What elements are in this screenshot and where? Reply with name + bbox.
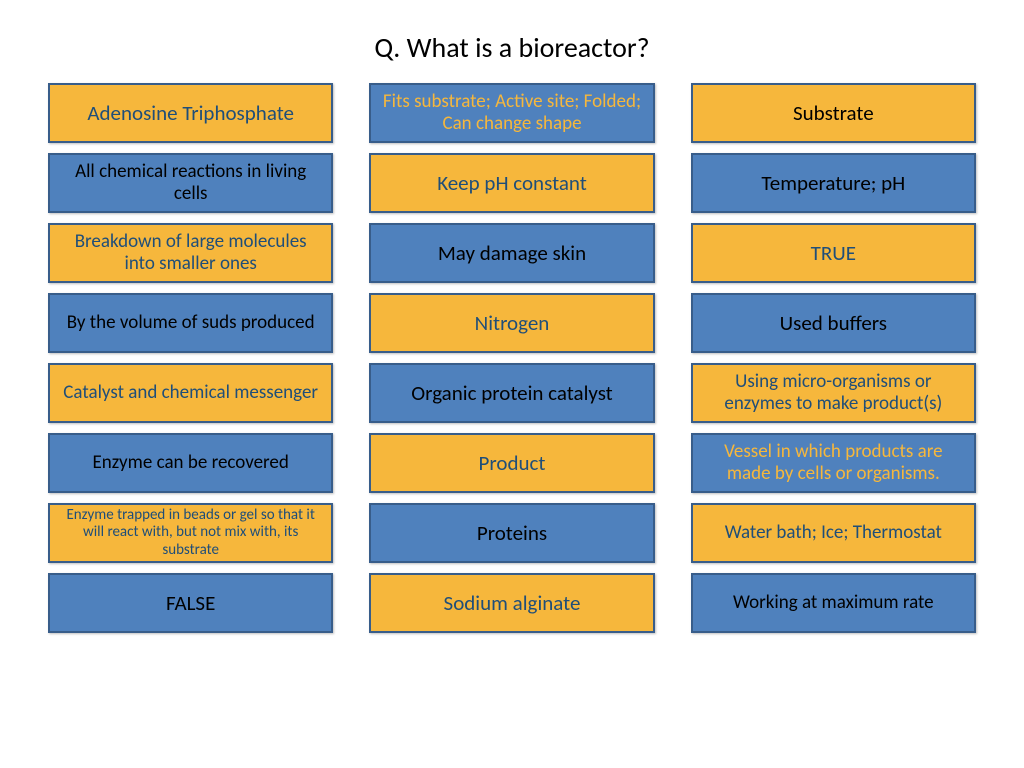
answer-tile[interactable]: Adenosine Triphosphate	[48, 83, 333, 143]
answer-tile[interactable]: By the volume of suds produced	[48, 293, 333, 353]
column-2: Fits substrate; Active site; Folded; Can…	[369, 83, 654, 633]
answer-tile-label: TRUE	[811, 241, 856, 265]
column-1: Adenosine Triphosphate All chemical react…	[48, 83, 333, 633]
answer-tile[interactable]: Product	[369, 433, 654, 493]
answer-tile-label: Catalyst and chemical messenger	[63, 382, 318, 404]
answer-tile[interactable]: Proteins	[369, 503, 654, 563]
answer-tile[interactable]: Vessel in which products are made by cel…	[691, 433, 976, 493]
answer-tile-label: Nitrogen	[475, 311, 550, 335]
answer-tile-label: Vessel in which products are made by cel…	[701, 441, 966, 485]
answer-tile[interactable]: Fits substrate; Active site; Folded; Can…	[369, 83, 654, 143]
answer-tile-label: Adenosine Triphosphate	[87, 101, 294, 125]
answer-tile[interactable]: Temperature; pH	[691, 153, 976, 213]
answer-tile[interactable]: All chemical reactions in living cells	[48, 153, 333, 213]
answer-tile[interactable]: Using micro-organisms or enzymes to make…	[691, 363, 976, 423]
answer-tile-label: Sodium alginate	[444, 591, 581, 615]
answer-tile[interactable]: Keep pH constant	[369, 153, 654, 213]
answer-tile[interactable]: Working at maximum rate	[691, 573, 976, 633]
answer-tile[interactable]: Water bath; Ice; Thermostat	[691, 503, 976, 563]
answer-tile-label: Keep pH constant	[437, 171, 587, 195]
answer-tile[interactable]: Breakdown of large molecules into smalle…	[48, 223, 333, 283]
answer-tile-label: Used buffers	[780, 311, 887, 335]
answer-tile[interactable]: FALSE	[48, 573, 333, 633]
answer-tile[interactable]: Enzyme trapped in beads or gel so that i…	[48, 503, 333, 563]
answer-tile[interactable]: Organic protein catalyst	[369, 363, 654, 423]
answer-tile[interactable]: Catalyst and chemical messenger	[48, 363, 333, 423]
answer-tile-label: Working at maximum rate	[733, 592, 934, 614]
answer-tile-label: Organic protein catalyst	[411, 381, 612, 405]
answer-tile-label: Temperature; pH	[761, 171, 905, 195]
answer-tile[interactable]: May damage skin	[369, 223, 654, 283]
answer-tile-label: Substrate	[793, 101, 874, 125]
answer-tile-label: Fits substrate; Active site; Folded; Can…	[379, 91, 644, 135]
answer-tile-label: Product	[479, 451, 546, 475]
answer-tile-label: Enzyme can be recovered	[92, 452, 288, 474]
answer-tile-label: Breakdown of large molecules into smalle…	[58, 231, 323, 275]
answer-tile[interactable]: Sodium alginate	[369, 573, 654, 633]
answer-grid: Adenosine Triphosphate All chemical react…	[0, 83, 1024, 633]
answer-tile[interactable]: Nitrogen	[369, 293, 654, 353]
answer-tile-label: May damage skin	[438, 241, 586, 265]
answer-tile-label: Enzyme trapped in beads or gel so that i…	[58, 507, 323, 559]
answer-tile[interactable]: TRUE	[691, 223, 976, 283]
question-title: Q. What is a bioreactor?	[0, 0, 1024, 83]
answer-tile-label: All chemical reactions in living cells	[58, 161, 323, 205]
answer-tile-label: Water bath; Ice; Thermostat	[725, 522, 942, 544]
column-3: Substrate Temperature; pH TRUE Used buffers…	[691, 83, 976, 633]
answer-tile-label: Proteins	[477, 521, 547, 545]
answer-tile-label: FALSE	[166, 591, 215, 615]
answer-tile[interactable]: Enzyme can be recovered	[48, 433, 333, 493]
answer-tile-label: By the volume of suds produced	[67, 312, 315, 334]
answer-tile-label: Using micro-organisms or enzymes to make…	[701, 371, 966, 415]
answer-tile[interactable]: Substrate	[691, 83, 976, 143]
answer-tile[interactable]: Used buffers	[691, 293, 976, 353]
